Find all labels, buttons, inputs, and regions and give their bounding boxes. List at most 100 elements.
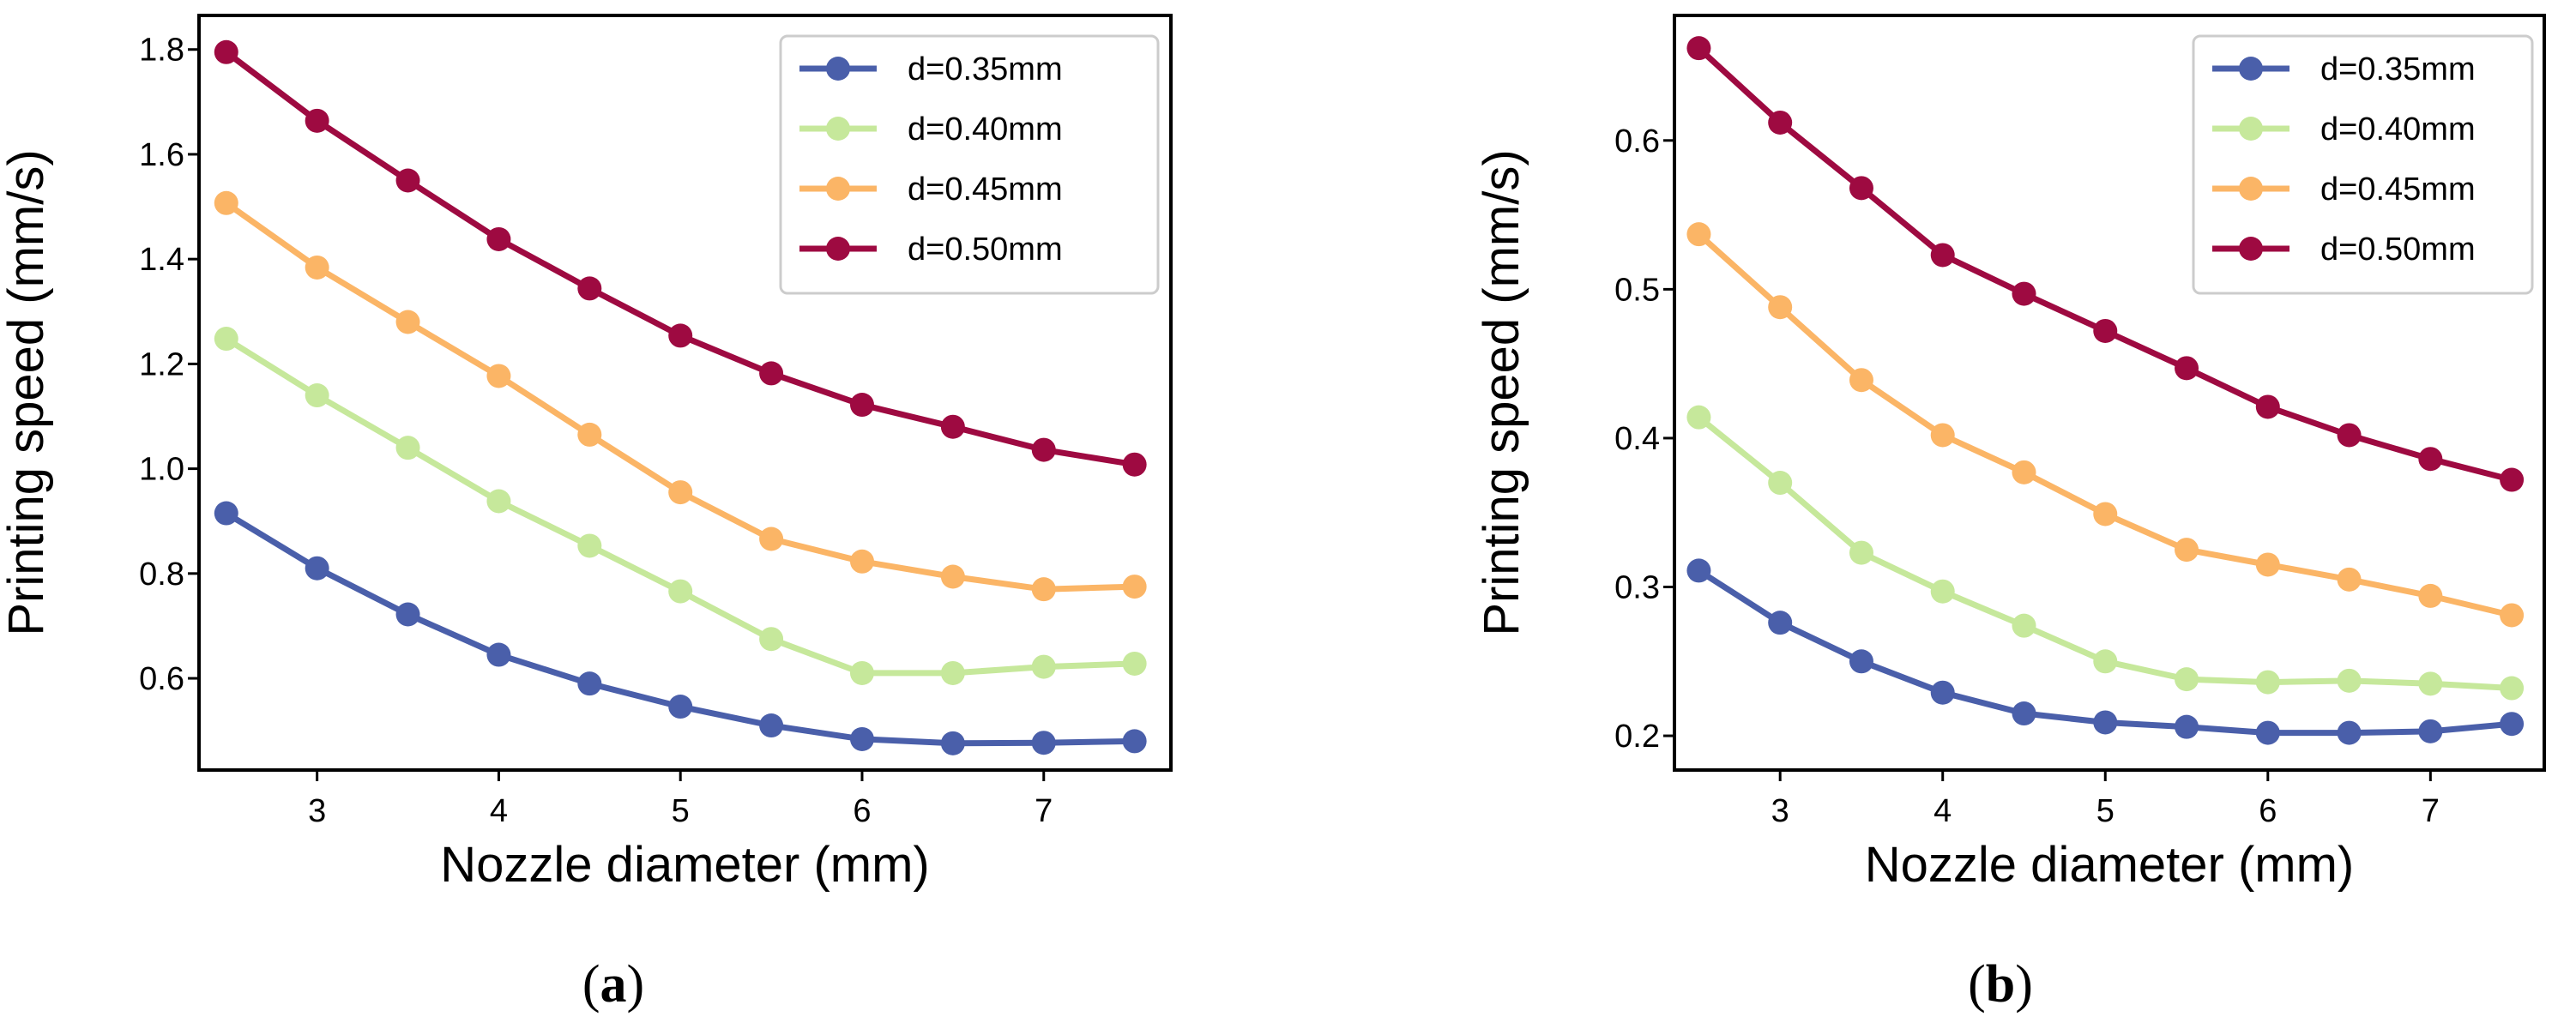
x-tick-label: 6	[853, 793, 871, 829]
legend-swatch-marker	[826, 237, 850, 261]
y-axis-label: Printing speed (mm/s)	[1474, 149, 1529, 635]
data-point	[668, 480, 693, 505]
data-point	[1686, 405, 1711, 430]
x-tick-label: 7	[1035, 793, 1053, 829]
y-tick-label: 0.4	[1614, 421, 1660, 457]
data-point	[2337, 668, 2362, 693]
data-point	[940, 564, 965, 589]
data-point	[395, 168, 420, 193]
data-point	[2337, 423, 2362, 448]
data-point	[305, 383, 329, 408]
x-tick-label: 5	[672, 793, 690, 829]
data-point	[305, 108, 329, 133]
plot-frame	[1673, 14, 2546, 772]
data-point	[1768, 110, 1793, 135]
legend-box	[2192, 34, 2534, 295]
y-tick-label: 0.3	[1614, 570, 1660, 606]
data-point	[2500, 676, 2525, 701]
x-axis-label: Nozzle diameter (mm)	[440, 837, 929, 893]
y-tick-label: 1.8	[139, 33, 184, 69]
data-point	[2093, 318, 2118, 343]
data-point	[577, 422, 602, 447]
y-tick-label: 0.5	[1614, 272, 1660, 308]
data-point	[759, 627, 784, 652]
legend-label: d=0.45mm	[908, 172, 1063, 208]
data-point	[849, 549, 874, 574]
x-tick-label: 6	[2259, 793, 2277, 829]
data-point	[2500, 467, 2525, 492]
series-line-d=0.40mm	[223, 335, 1138, 677]
data-point	[1768, 295, 1793, 320]
data-point	[940, 731, 965, 755]
data-point	[759, 713, 784, 738]
x-tick-label: 7	[2422, 793, 2440, 829]
data-point	[1122, 452, 1147, 477]
data-point	[849, 393, 874, 418]
series-line-d=0.40mm	[1695, 414, 2515, 691]
data-point	[2175, 538, 2199, 563]
data-point	[1930, 243, 1955, 268]
data-point	[1686, 36, 1711, 61]
data-point	[577, 533, 602, 558]
data-point	[2418, 447, 2443, 472]
data-point	[1031, 731, 1056, 755]
legend-box	[779, 34, 1160, 295]
data-point	[2175, 714, 2199, 739]
data-point	[1849, 368, 1873, 393]
data-point	[2255, 394, 2280, 419]
legend-label: d=0.50mm	[2320, 232, 2476, 268]
data-point	[486, 364, 511, 388]
data-point	[2012, 701, 2036, 726]
data-point	[2093, 649, 2118, 674]
data-point	[1849, 176, 1873, 201]
data-point	[1031, 437, 1056, 462]
legend-swatch-marker	[826, 117, 850, 141]
legend-label: d=0.35mm	[908, 51, 1063, 87]
y-tick-label: 1.6	[139, 137, 184, 173]
x-tick-label: 4	[490, 793, 508, 829]
data-point	[759, 527, 784, 551]
legend-swatch-marker	[826, 57, 850, 81]
data-point	[759, 361, 784, 386]
data-point	[2418, 671, 2443, 696]
y-tick-label: 0.8	[139, 557, 184, 593]
data-point	[2093, 502, 2118, 527]
data-point	[2255, 720, 2280, 745]
data-point	[1686, 222, 1711, 247]
data-point	[849, 660, 874, 685]
data-point	[1122, 651, 1147, 676]
data-point	[2175, 356, 2199, 381]
data-point	[214, 327, 238, 352]
y-tick-label: 1.4	[139, 242, 184, 278]
x-tick-label: 3	[1771, 793, 1789, 829]
data-point	[1031, 577, 1056, 602]
data-point	[2093, 710, 2118, 735]
data-point	[940, 414, 965, 439]
data-point	[1768, 611, 1793, 635]
legend-swatch-marker	[2239, 117, 2263, 141]
x-axis-label: Nozzle diameter (mm)	[1865, 837, 2354, 893]
data-point	[668, 695, 693, 719]
y-tick-label: 0.6	[139, 661, 184, 697]
data-point	[395, 310, 420, 334]
y-tick-label: 1.2	[139, 346, 184, 382]
data-point	[305, 255, 329, 280]
data-point	[2500, 603, 2525, 628]
legend-label: d=0.40mm	[2320, 111, 2476, 147]
data-point	[2255, 670, 2280, 695]
data-point	[2337, 567, 2362, 592]
data-point	[668, 323, 693, 348]
data-point	[214, 39, 238, 64]
data-point	[1930, 579, 1955, 604]
data-point	[395, 436, 420, 460]
panel-a: 3 4 5 6 7 0.6 0.8 1.0 1.2 1.4 1.6 1.8 Nozzle diamete…	[0, 14, 1173, 1014]
data-point	[395, 602, 420, 627]
x-tick-label: 4	[1934, 793, 1952, 829]
data-point	[1122, 575, 1147, 599]
data-point	[1031, 654, 1056, 679]
y-axis-label: Printing speed (mm/s)	[0, 149, 54, 635]
data-point	[1686, 558, 1711, 583]
y-tick-label: 0.6	[1614, 123, 1660, 159]
data-point	[486, 642, 511, 667]
